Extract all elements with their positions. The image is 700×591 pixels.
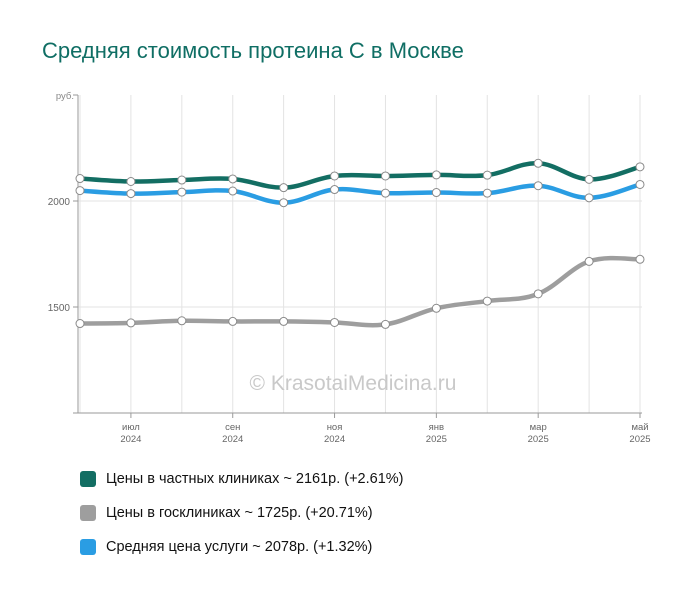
y-tick-label: 1500 — [48, 303, 71, 314]
x-tick-label-month: сен — [225, 422, 240, 433]
data-point-gov — [330, 317, 340, 327]
data-point-private — [279, 183, 289, 193]
x-tick-label-year: 2024 — [120, 434, 141, 445]
series-line-gov — [77, 255, 643, 328]
data-point-gov — [126, 318, 136, 328]
series-line-halo-gov — [76, 254, 644, 329]
data-point-avg — [635, 179, 645, 189]
legend-label-gov: Цены в госклиниках ~ 1725р. (+20.71%) — [106, 505, 373, 521]
data-point-gov — [533, 289, 543, 299]
data-point-private — [228, 174, 238, 184]
data-point-avg — [380, 188, 390, 198]
data-point-gov — [75, 319, 85, 329]
data-point-avg — [126, 189, 136, 199]
data-point-gov — [635, 254, 645, 264]
x-tick-label-month: янв — [429, 422, 444, 433]
data-point-gov — [228, 316, 238, 326]
data-point-avg — [431, 188, 441, 198]
legend-item-gov[interactable]: Цены в госклиниках ~ 1725р. (+20.71%) — [80, 496, 404, 530]
data-point-avg — [482, 188, 492, 198]
data-point-avg — [228, 186, 238, 196]
x-tick-label-month: май — [631, 422, 648, 433]
data-point-avg — [584, 193, 594, 203]
legend: Цены в частных клиниках ~ 2161р. (+2.61%… — [80, 462, 404, 564]
x-tick-label-month: ноя — [327, 422, 343, 433]
data-point-avg — [330, 185, 340, 195]
x-tick-label-year: 2025 — [629, 434, 650, 445]
data-point-avg — [533, 181, 543, 191]
data-point-gov — [380, 319, 390, 329]
data-point-private — [126, 176, 136, 186]
y-tick-label: 2000 — [48, 197, 71, 208]
data-point-private — [330, 171, 340, 181]
data-point-gov — [482, 296, 492, 306]
data-point-private — [482, 170, 492, 180]
chart-title: Средняя стоимость протеина С в Москве — [42, 38, 464, 63]
data-point-private — [75, 174, 85, 184]
legend-label-avg: Средняя цена услуги ~ 2078р. (+1.32%) — [106, 539, 373, 555]
legend-swatch-avg — [80, 539, 96, 555]
legend-item-avg[interactable]: Средняя цена услуги ~ 2078р. (+1.32%) — [80, 530, 404, 564]
data-point-private — [380, 171, 390, 181]
data-point-avg — [279, 198, 289, 208]
x-tick-label-year: 2025 — [528, 434, 549, 445]
watermark: © KrasotaiMedicina.ru — [250, 372, 457, 395]
x-tick-label-year: 2025 — [426, 434, 447, 445]
y-axis-unit: руб. — [56, 91, 74, 102]
data-point-gov — [279, 316, 289, 326]
data-point-private — [177, 175, 187, 185]
x-tick-label-month: июл — [122, 422, 140, 433]
data-point-gov — [431, 303, 441, 313]
data-point-private — [635, 162, 645, 172]
x-tick-label-month: мар — [530, 422, 547, 433]
data-point-private — [533, 158, 543, 168]
x-tick-label-year: 2024 — [222, 434, 243, 445]
data-point-avg — [177, 187, 187, 197]
legend-swatch-private — [80, 471, 96, 487]
data-point-avg — [75, 186, 85, 196]
price-line-chart: руб.20001500июл2024сен2024ноя2024янв2025… — [48, 91, 651, 445]
data-point-private — [584, 174, 594, 184]
x-tick-label-year: 2024 — [324, 434, 345, 445]
data-point-private — [431, 170, 441, 180]
legend-item-private[interactable]: Цены в частных клиниках ~ 2161р. (+2.61%… — [80, 462, 404, 496]
data-point-gov — [177, 316, 187, 326]
legend-swatch-gov — [80, 505, 96, 521]
legend-label-private: Цены в частных клиниках ~ 2161р. (+2.61%… — [106, 471, 404, 487]
data-point-gov — [584, 256, 594, 266]
